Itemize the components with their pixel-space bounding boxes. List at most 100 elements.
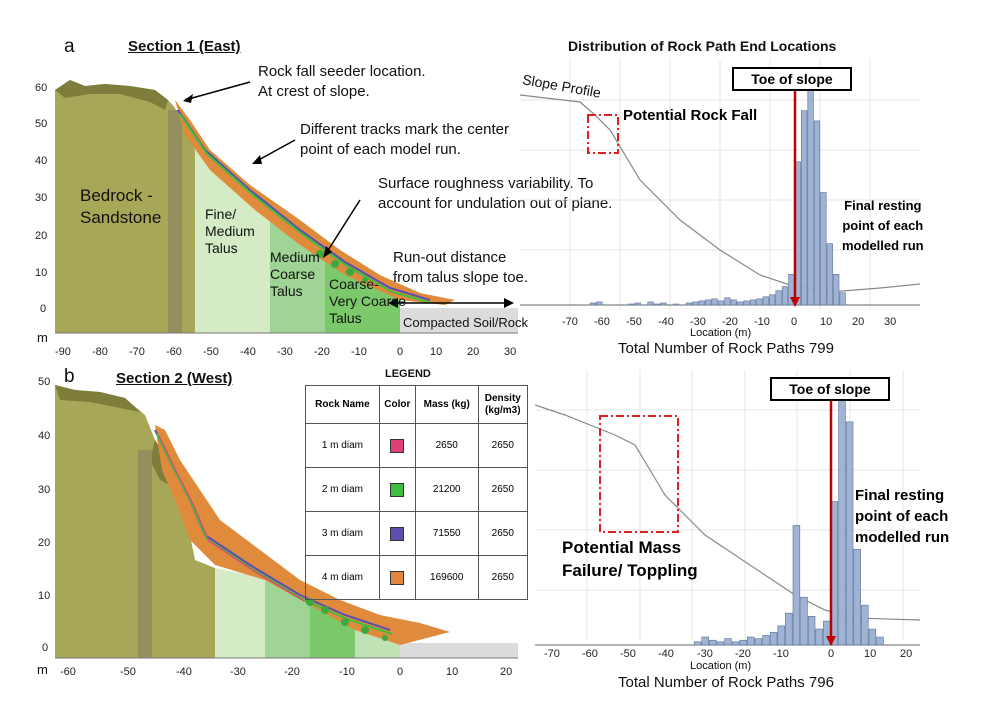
histogram-bar	[820, 192, 827, 306]
slope-profile-line-b	[535, 404, 920, 621]
legend-table: Rock Name Color Mass (kg) Density (kg/m3…	[305, 385, 529, 600]
potential-rock-fall-box	[587, 114, 619, 154]
histogram-bar	[698, 300, 705, 306]
panel-b-title: Section 2 (West)	[116, 370, 233, 387]
histogram-bar	[628, 303, 635, 306]
hist-a-bars	[589, 79, 846, 306]
legend-row-name: 3 m diam	[305, 511, 380, 556]
x-tick: -40	[240, 346, 256, 358]
histogram-bar	[749, 299, 757, 306]
x-tick: -70	[544, 648, 560, 660]
panel-b-y-unit: m	[37, 662, 48, 677]
histogram-bar	[693, 641, 702, 646]
histogram-bar	[853, 549, 861, 646]
y-tick: 10	[38, 590, 51, 602]
histogram-bar	[777, 625, 785, 646]
panel-a-title: Section 1 (East)	[128, 38, 241, 55]
histogram-bar	[647, 301, 654, 306]
x-tick: -20	[284, 666, 300, 678]
y-tick: 40	[38, 430, 51, 442]
histogram-bar	[709, 639, 717, 646]
histogram-bar	[701, 636, 709, 646]
color-swatch	[390, 482, 405, 497]
color-swatch	[390, 570, 405, 585]
histogram-bar	[724, 638, 732, 646]
histogram-bar	[838, 389, 846, 646]
potential-mass-failure-box	[599, 415, 679, 533]
panel-a-letter: a	[64, 36, 75, 57]
histogram-bar	[716, 641, 725, 646]
hist-a-total: Total Number of Rock Paths 799	[618, 340, 834, 357]
histogram-bar	[845, 421, 854, 646]
histogram-bar	[813, 120, 821, 306]
panel-b-letter: b	[64, 366, 75, 387]
annotation-seeder: Rock fall seeder location. At crest of s…	[258, 63, 426, 100]
zone-fine-label: Fine/ Medium Talus	[205, 206, 255, 256]
histogram-bar	[634, 302, 641, 306]
x-tick: -10	[773, 648, 789, 660]
x-tick: -40	[176, 666, 192, 678]
x-tick: -70	[129, 346, 145, 358]
section-2-profile	[55, 385, 518, 659]
x-tick: 0	[791, 316, 798, 328]
x-tick: -80	[92, 346, 108, 358]
legend-row-color	[378, 423, 416, 468]
histogram-bar	[653, 303, 661, 306]
legend-header-density: Density (kg/m3)	[477, 385, 529, 424]
legend-header-mass: Mass (kg)	[414, 385, 479, 424]
zone-bedrock-label: Bedrock - Sandstone	[80, 186, 162, 227]
histogram-bar	[769, 294, 776, 306]
legend-row-mass: 169600	[414, 555, 479, 600]
zone-medium-label: Medium Coarse Talus	[270, 249, 320, 299]
zone-coarse-label: Coarse- Very Coarse Talus	[329, 276, 407, 326]
x-tick: 20	[900, 648, 913, 660]
legend-row-mass: 2650	[414, 423, 479, 468]
x-tick: 30	[884, 316, 897, 328]
x-tick: -10	[351, 346, 367, 358]
potential-mass-failure-label: Potential Mass Failure/ Toppling	[562, 538, 698, 580]
hist-b-total: Total Number of Rock Paths 796	[618, 674, 834, 691]
x-tick: -50	[620, 648, 636, 660]
x-tick: -20	[735, 648, 751, 660]
hist-a-chart	[520, 60, 920, 310]
color-swatch	[390, 438, 405, 453]
x-tick: -20	[314, 346, 330, 358]
x-tick: -60	[594, 316, 610, 328]
x-tick: 30	[504, 346, 517, 358]
histogram-bar	[717, 300, 725, 306]
y-tick: 40	[35, 155, 48, 167]
histogram-bar	[833, 274, 840, 306]
x-tick: 20	[467, 346, 480, 358]
y-tick: 20	[35, 230, 48, 242]
y-tick: 30	[38, 484, 51, 496]
histogram-bar	[769, 631, 778, 646]
final-resting-label-a: Final resting point of each modelled run	[842, 198, 924, 253]
legend-row-density: 2650	[477, 467, 529, 512]
histogram-bar	[839, 292, 846, 306]
x-tick: -30	[690, 316, 706, 328]
histogram-bar	[800, 596, 808, 646]
x-tick: -50	[120, 666, 136, 678]
histogram-bar	[762, 296, 769, 306]
hist-b-xlabel: Location (m)	[690, 660, 752, 672]
histogram-bar	[705, 299, 712, 306]
x-tick: -20	[722, 316, 738, 328]
x-tick: -30	[277, 346, 293, 358]
x-tick: -50	[203, 346, 219, 358]
histogram-bar	[868, 628, 877, 646]
x-tick: -30	[697, 648, 713, 660]
legend-row-mass: 21200	[414, 467, 479, 512]
histogram-bar	[785, 612, 793, 646]
histogram-bar	[692, 301, 699, 306]
legend-row-color	[378, 511, 416, 556]
x-tick: -30	[230, 666, 246, 678]
x-tick: -90	[55, 346, 71, 358]
x-tick: 10	[430, 346, 443, 358]
x-tick: 0	[397, 346, 404, 358]
hist-a-title: Distribution of Rock Path End Locations	[568, 38, 837, 54]
annotation-runout: Run-out distance from talus slope toe.	[393, 249, 529, 286]
section-1-profile	[55, 80, 518, 334]
legend-row-name: 2 m diam	[305, 467, 380, 512]
histogram-bar	[781, 286, 789, 306]
histogram-bar	[815, 628, 823, 646]
